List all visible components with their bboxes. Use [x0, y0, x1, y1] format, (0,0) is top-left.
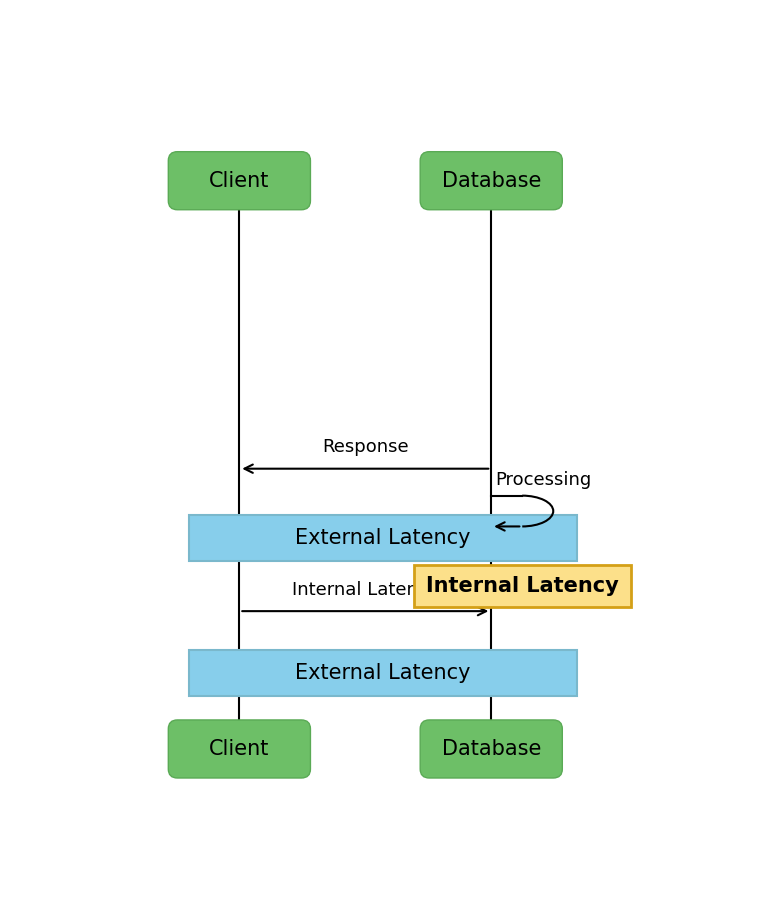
FancyBboxPatch shape — [429, 160, 553, 201]
Text: Client: Client — [209, 171, 270, 191]
Text: Client: Client — [209, 739, 270, 759]
Bar — [189, 514, 577, 561]
FancyBboxPatch shape — [168, 720, 310, 778]
Text: Internal Latency: Internal Latency — [292, 581, 439, 598]
Text: Database: Database — [442, 739, 541, 759]
Bar — [189, 650, 577, 696]
Text: Response: Response — [322, 438, 409, 456]
Text: External Latency: External Latency — [295, 528, 471, 548]
FancyBboxPatch shape — [168, 152, 310, 209]
FancyBboxPatch shape — [177, 160, 301, 201]
Text: Internal Latency: Internal Latency — [426, 576, 619, 597]
Text: Processing: Processing — [495, 471, 591, 490]
FancyBboxPatch shape — [420, 720, 562, 778]
Text: Database: Database — [442, 171, 541, 191]
FancyBboxPatch shape — [177, 729, 301, 769]
FancyBboxPatch shape — [420, 152, 562, 209]
Bar — [414, 565, 631, 608]
FancyBboxPatch shape — [429, 729, 553, 769]
Text: External Latency: External Latency — [295, 663, 471, 682]
